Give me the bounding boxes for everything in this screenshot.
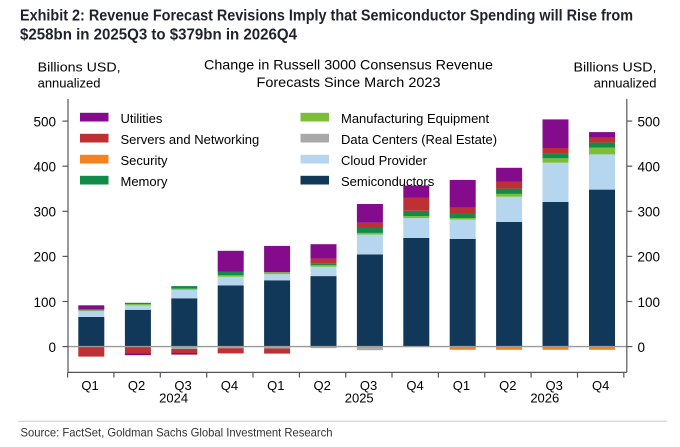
svg-text:2024: 2024: [159, 391, 188, 406]
svg-text:annualized: annualized: [594, 76, 657, 91]
svg-text:300: 300: [638, 205, 661, 220]
svg-text:100: 100: [33, 295, 56, 310]
svg-text:$258bn in 2025Q3 to $379bn in: $258bn in 2025Q3 to $379bn in 2026Q4: [20, 26, 297, 43]
svg-text:Q1: Q1: [267, 378, 284, 393]
svg-text:400: 400: [638, 160, 661, 175]
svg-text:0: 0: [48, 340, 56, 355]
svg-text:500: 500: [638, 114, 661, 129]
svg-text:Security: Security: [121, 153, 168, 168]
svg-text:2025: 2025: [345, 391, 374, 406]
svg-text:Q4: Q4: [592, 378, 609, 393]
svg-text:Q4: Q4: [406, 378, 423, 393]
svg-text:Q1: Q1: [453, 378, 470, 393]
svg-text:Q2: Q2: [499, 378, 516, 393]
svg-text:2026: 2026: [530, 391, 559, 406]
svg-text:annualized: annualized: [38, 76, 101, 91]
svg-text:200: 200: [638, 250, 661, 265]
svg-text:Q4: Q4: [221, 378, 238, 393]
svg-text:Q2: Q2: [314, 378, 331, 393]
svg-text:Q2: Q2: [128, 378, 145, 393]
svg-text:Memory: Memory: [121, 174, 168, 189]
svg-text:Source: FactSet, Goldman Sachs: Source: FactSet, Goldman Sachs Global In…: [21, 425, 333, 439]
svg-text:100: 100: [638, 295, 661, 310]
svg-text:Utilities: Utilities: [121, 111, 163, 126]
svg-text:Billions USD,: Billions USD,: [38, 59, 121, 74]
svg-text:Q3: Q3: [174, 378, 191, 393]
svg-text:Billions USD,: Billions USD,: [574, 59, 657, 74]
svg-text:Exhibit 2: Revenue Forecast Re: Exhibit 2: Revenue Forecast Revisions Im…: [20, 8, 633, 25]
svg-text:Q3: Q3: [360, 378, 377, 393]
svg-text:Servers and Networking: Servers and Networking: [121, 132, 260, 147]
svg-text:0: 0: [638, 340, 646, 355]
svg-text:300: 300: [33, 205, 56, 220]
svg-text:400: 400: [33, 160, 56, 175]
svg-text:Manufacturing Equipment: Manufacturing Equipment: [341, 111, 490, 126]
svg-text:500: 500: [33, 114, 56, 129]
svg-text:Data Centers (Real Estate): Data Centers (Real Estate): [341, 132, 497, 147]
svg-text:Q3: Q3: [546, 378, 563, 393]
svg-text:Change in Russell 3000 Consens: Change in Russell 3000 Consensus Revenue: [204, 57, 493, 73]
svg-text:Q1: Q1: [81, 378, 98, 393]
svg-text:200: 200: [33, 250, 56, 265]
svg-text:Semiconductors: Semiconductors: [341, 174, 435, 189]
svg-text:Forecasts Since March 2023: Forecasts Since March 2023: [257, 74, 441, 90]
svg-text:Cloud Provider: Cloud Provider: [341, 153, 428, 168]
